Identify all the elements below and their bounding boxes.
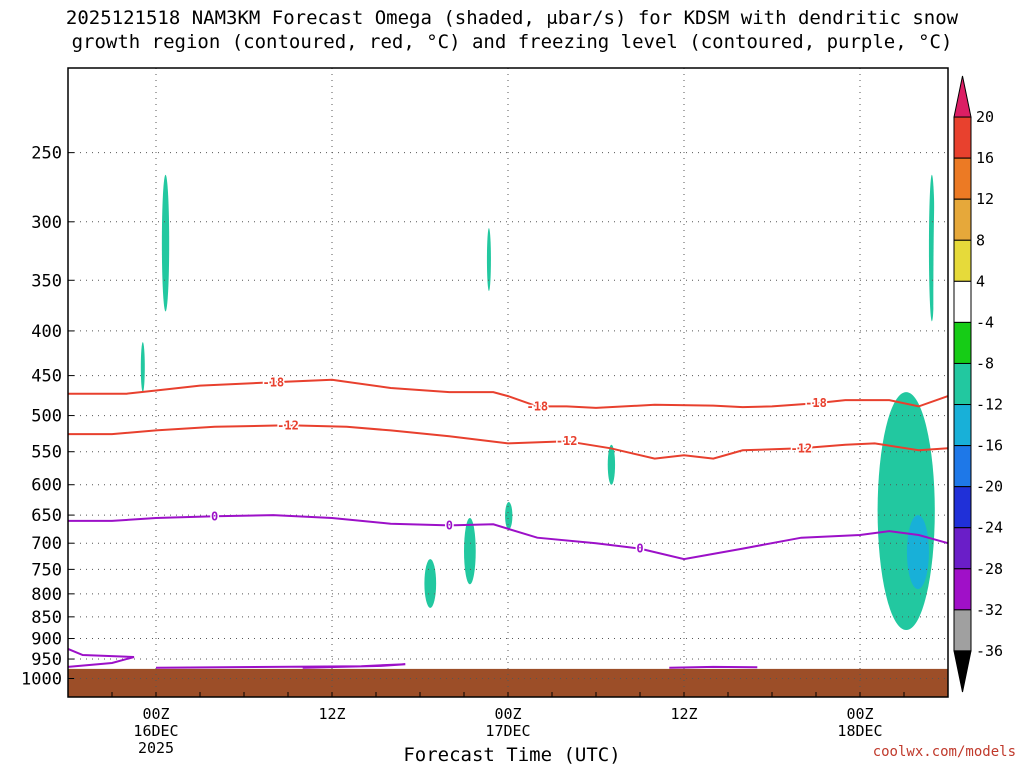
contour-0C — [68, 514, 949, 561]
colorbar-arrow-top — [953, 75, 972, 118]
omega-region — [464, 517, 476, 585]
contour-label: 0 — [211, 509, 218, 523]
omega-region — [686, 144, 731, 363]
omega-region — [552, 221, 557, 253]
colorbar-box — [953, 609, 972, 652]
y-tick-label: 250 — [31, 144, 62, 164]
colorbar-arrow-bottom — [953, 650, 972, 693]
y-tick-label: 900 — [31, 630, 62, 650]
x-tick-label: 17DEC — [485, 722, 530, 740]
colorbar-label: 16 — [976, 149, 994, 167]
omega-region — [933, 181, 938, 431]
omega-region — [607, 444, 616, 485]
y-tick-label: 350 — [31, 271, 62, 291]
contour--18C — [68, 378, 949, 409]
colorbar-box — [953, 404, 972, 447]
colorbar-box — [953, 198, 972, 241]
contour-label: 0 — [446, 518, 453, 532]
chart-title-line1: 2025121518 NAM3KM Forecast Omega (shaded… — [65, 7, 959, 29]
omega-region — [742, 509, 749, 565]
y-tick-label: 750 — [31, 560, 62, 580]
contour-label: -18 — [526, 399, 548, 413]
x-tick-label: 18DEC — [837, 722, 882, 740]
colorbar-label: -28 — [976, 560, 1003, 578]
y-tick-label: 450 — [31, 367, 62, 387]
colorbar-box — [953, 157, 972, 200]
omega-region — [486, 228, 491, 291]
y-tick-label: 1000 — [21, 669, 62, 689]
chart-title-line2: growth region (contoured, red, °C) and f… — [71, 31, 953, 53]
x-tick-label: 00Z — [494, 705, 521, 723]
freezing-level-near-surface — [67, 647, 135, 668]
omega-region — [519, 263, 532, 359]
plot-frame — [67, 67, 949, 698]
colorbar-label: -8 — [976, 354, 994, 372]
colorbar-label: -4 — [976, 313, 994, 331]
x-axis-label: Forecast Time (UTC) — [403, 744, 621, 766]
x-tick-label: 12Z — [670, 705, 697, 723]
y-tick-label: 600 — [31, 476, 62, 496]
colorbar-label: 12 — [976, 190, 994, 208]
x-tick-label: 12Z — [318, 705, 345, 723]
omega-region — [603, 543, 619, 590]
colorbar-label: -20 — [976, 478, 1003, 496]
colorbar-box — [953, 486, 972, 529]
x-tick-label: 16DEC — [133, 722, 178, 740]
y-tick-label: 400 — [31, 322, 62, 342]
omega-region — [505, 502, 513, 530]
contour-label: -12 — [790, 441, 812, 455]
omega-region — [227, 188, 232, 275]
contour-label: 0 — [636, 542, 643, 556]
site-credit: coolwx.com/models — [872, 744, 1016, 760]
colorbar-box — [953, 280, 972, 323]
y-tick-label: 550 — [31, 443, 62, 463]
colorbar-box — [953, 568, 972, 611]
omega-region — [556, 532, 564, 565]
y-tick-label: 500 — [31, 407, 62, 427]
omega-region — [629, 497, 696, 594]
contour-label: -12 — [277, 418, 299, 432]
contour-label: -18 — [262, 375, 284, 389]
colorbar-label: 20 — [976, 108, 994, 126]
y-tick-label: 650 — [31, 506, 62, 526]
omega-region — [198, 188, 203, 235]
colorbar-label: -24 — [976, 519, 1003, 537]
contour-label: -12 — [556, 434, 578, 448]
contour-label: -18 — [805, 396, 827, 410]
omega-region — [571, 612, 582, 626]
colorbar-label: -12 — [976, 396, 1003, 414]
y-tick-label: 850 — [31, 608, 62, 628]
colorbar-label: -32 — [976, 601, 1003, 619]
colorbar-box — [953, 239, 972, 282]
y-tick-label: 950 — [31, 650, 62, 670]
colorbar-box — [953, 445, 972, 488]
colorbar-box — [953, 116, 972, 159]
y-tick-label: 300 — [31, 213, 62, 233]
colorbar-box — [953, 362, 972, 406]
colorbar-label: 8 — [976, 231, 985, 249]
omega-region — [161, 174, 170, 312]
y-tick-label: 800 — [31, 585, 62, 605]
colorbar-label: -16 — [976, 437, 1003, 455]
colorbar-box — [953, 527, 972, 570]
freezing-level-near-surface — [155, 663, 406, 669]
y-tick-label: 700 — [31, 534, 62, 554]
x-tick-label: 00Z — [142, 705, 169, 723]
contour--12C — [68, 424, 949, 460]
omega-region — [424, 559, 437, 608]
freezing-level-near-surface — [669, 665, 758, 669]
x-tick-label: 2025 — [138, 739, 174, 757]
colorbar-label: -36 — [976, 642, 1003, 660]
omega-region — [906, 515, 929, 590]
x-tick-label: 00Z — [846, 705, 873, 723]
omega-region — [140, 342, 145, 393]
omega-region — [928, 174, 935, 322]
colorbar-label: 4 — [976, 272, 985, 290]
colorbar-box — [953, 321, 972, 364]
